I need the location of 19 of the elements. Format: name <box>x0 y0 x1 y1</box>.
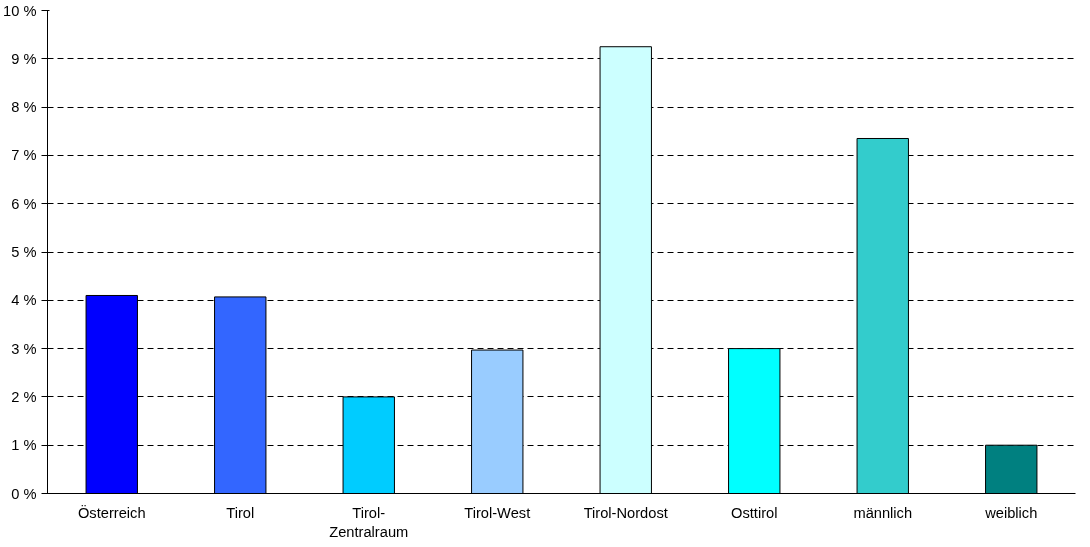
y-tick-label: 4 % <box>11 292 37 309</box>
x-tick-label: Tirol-Nordost <box>583 504 668 521</box>
x-tick-label: männlich <box>853 504 913 521</box>
y-tick-label: 6 % <box>11 195 37 212</box>
x-tick-label: Tirol <box>226 504 255 521</box>
y-tick-label: 0 % <box>11 485 37 502</box>
y-tick-label: 3 % <box>11 340 37 357</box>
x-tick-label: weiblich <box>984 504 1038 521</box>
y-tick-label: 7 % <box>11 147 37 164</box>
y-tick-label: 5 % <box>11 244 37 260</box>
y-tick-label: 9 % <box>11 50 37 67</box>
y-tick-label: 2 % <box>11 388 37 405</box>
x-tick-label: Tirol-West <box>464 504 531 521</box>
y-tick-label: 1 % <box>11 437 37 454</box>
x-tick-label: Osttirol <box>731 504 778 521</box>
y-tick-label: 10 % <box>3 2 37 19</box>
y-tick-label: 8 % <box>11 99 37 116</box>
x-tick-label: Österreich <box>77 503 146 521</box>
x-tick-label: Tirol-Zentralraum <box>329 504 409 540</box>
